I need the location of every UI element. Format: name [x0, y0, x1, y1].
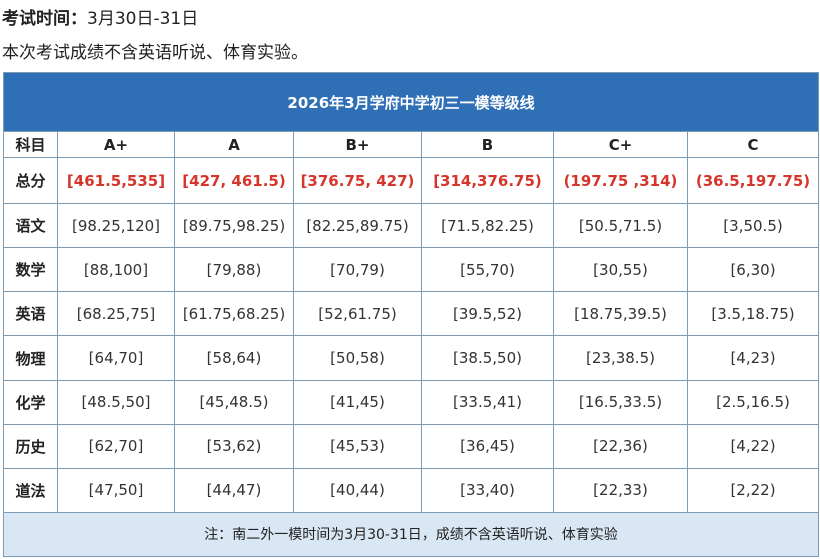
table-header-row: 科目 A+ A B+ B C+ C: [3, 131, 820, 159]
subject-cell: 化学: [3, 379, 58, 425]
subject-cell: 英语: [3, 291, 58, 337]
grade-range-cell: [30,55): [553, 247, 688, 293]
grade-range-cell: (197.75 ,314): [553, 157, 688, 205]
grade-range-cell: [47,50]: [57, 467, 175, 513]
total-score-row: 总分 [461.5,535] [427, 461.5) [376.75, 427) [3…: [3, 157, 820, 205]
grade-range-cell: [61.75,68.25): [174, 291, 294, 337]
table-title-row: 2026年3月学府中学初三一模等级线: [2, 71, 820, 133]
subject-cell: 物理: [3, 335, 58, 381]
header-grade-a: A: [174, 131, 294, 159]
grade-range-cell: [98.25,120]: [57, 203, 175, 249]
header-grade-b-plus: B+: [293, 131, 422, 159]
grade-range-cell: [2,22): [686, 467, 820, 513]
grade-range-cell: [71.5,82.25): [421, 203, 554, 249]
grade-line-table: 2026年3月学府中学初三一模等级线 科目 A+ A B+ B C+ C 总分[…: [2, 71, 820, 558]
grade-range-cell: [53,62): [174, 423, 294, 469]
header-grade-c-plus: C+: [553, 131, 688, 159]
grade-range-cell: [39.5,52): [421, 291, 554, 337]
table-title: 2026年3月学府中学初三一模等级线: [2, 71, 820, 133]
table-row: 物理 [64,70] [58,64) [50,58) [38.5,50) [23,38.5…: [3, 335, 820, 381]
grade-range-cell: [461.5,535]: [57, 157, 175, 205]
grade-range-cell: [62,70]: [57, 423, 175, 469]
grade-range-cell: [41,45): [293, 379, 422, 425]
grade-range-cell: [64,70]: [57, 335, 175, 381]
grade-range-cell: (36.5,197.75): [686, 157, 820, 205]
grade-range-cell: [50,58): [293, 335, 422, 381]
header-grade-a-plus: A+: [57, 131, 175, 159]
header-grade-b: B: [421, 131, 554, 159]
grade-range-cell: [89.75,98.25): [174, 203, 294, 249]
grade-range-cell: [16.5,33.5): [553, 379, 688, 425]
subject-cell: 道法: [3, 467, 58, 513]
table-row: 英语 [68.25,75] [61.75,68.25) [52,61.75) [39.5…: [3, 291, 820, 337]
table-row: 化学 [48.5,50] [45,48.5) [41,45) [33.5,41) [16.…: [3, 379, 820, 425]
table-footnote: 注：南二外一模时间为3月30-31日，成绩不含英语听说、体育实验: [2, 511, 820, 558]
grade-range-cell: [376.75, 427): [293, 157, 422, 205]
exam-time-label: 考试时间：: [2, 9, 87, 29]
grade-range-cell: [2.5,16.5): [686, 379, 820, 425]
footnote-row: 注：南二外一模时间为3月30-31日，成绩不含英语听说、体育实验: [2, 511, 820, 558]
subject-cell: 历史: [3, 423, 58, 469]
grade-range-cell: [82.25,89.75): [293, 203, 422, 249]
grade-range-cell: [88,100]: [57, 247, 175, 293]
grade-range-cell: [44,47): [174, 467, 294, 513]
grade-range-cell: [18.75,39.5): [553, 291, 688, 337]
grade-range-cell: [3,50.5): [686, 203, 820, 249]
table-row: 数学 [88,100] [79,88) [70,79) [55,70) [30,55) [6…: [3, 247, 820, 293]
grade-range-cell: [4,22): [686, 423, 820, 469]
grade-range-cell: [55,70): [421, 247, 554, 293]
grade-range-cell: [33,40): [421, 467, 554, 513]
grade-range-cell: [52,61.75): [293, 291, 422, 337]
grade-range-cell: [38.5,50): [421, 335, 554, 381]
subject-cell: 数学: [3, 247, 58, 293]
grade-range-cell: [23,38.5): [553, 335, 688, 381]
grade-range-cell: [22,36): [553, 423, 688, 469]
header-grade-c: C: [686, 131, 820, 159]
grade-range-cell: [50.5,71.5): [553, 203, 688, 249]
grade-range-cell: [22,33): [553, 467, 688, 513]
exam-note: 本次考试成绩不含英语听说、体育实验。: [2, 43, 308, 63]
grade-range-cell: [45,48.5): [174, 379, 294, 425]
subject-cell: 总分: [3, 157, 58, 205]
grade-range-cell: [3.5,18.75): [686, 291, 820, 337]
grade-range-cell: [58,64): [174, 335, 294, 381]
grade-range-cell: [4,23): [686, 335, 820, 381]
grade-range-cell: [36,45): [421, 423, 554, 469]
grade-range-cell: [6,30): [686, 247, 820, 293]
grade-range-cell: [427, 461.5): [174, 157, 294, 205]
table-row: 道法 [47,50] [44,47) [40,44) [33,40) [22,33) [2,…: [3, 467, 820, 513]
grade-range-cell: [314,376.75): [421, 157, 554, 205]
header-subject: 科目: [3, 131, 58, 159]
grade-range-cell: [68.25,75]: [57, 291, 175, 337]
grade-range-cell: [33.5,41): [421, 379, 554, 425]
grade-range-cell: [45,53): [293, 423, 422, 469]
table-row: 历史 [62,70] [53,62) [45,53) [36,45) [22,36) [4,…: [3, 423, 820, 469]
exam-time-value: 3月30日-31日: [87, 9, 199, 29]
table-row: 语文 [98.25,120] [89.75,98.25) [82.25,89.75)[…: [3, 203, 820, 249]
grade-range-cell: [40,44): [293, 467, 422, 513]
subject-cell: 语文: [3, 203, 58, 249]
grade-range-cell: [48.5,50]: [57, 379, 175, 425]
table-body: 总分 [461.5,535] [427, 461.5) [376.75, 427) [3…: [3, 157, 820, 513]
grade-range-cell: [70,79): [293, 247, 422, 293]
grade-range-cell: [79,88): [174, 247, 294, 293]
exam-time-line: 考试时间：3月30日-31日: [2, 6, 198, 32]
